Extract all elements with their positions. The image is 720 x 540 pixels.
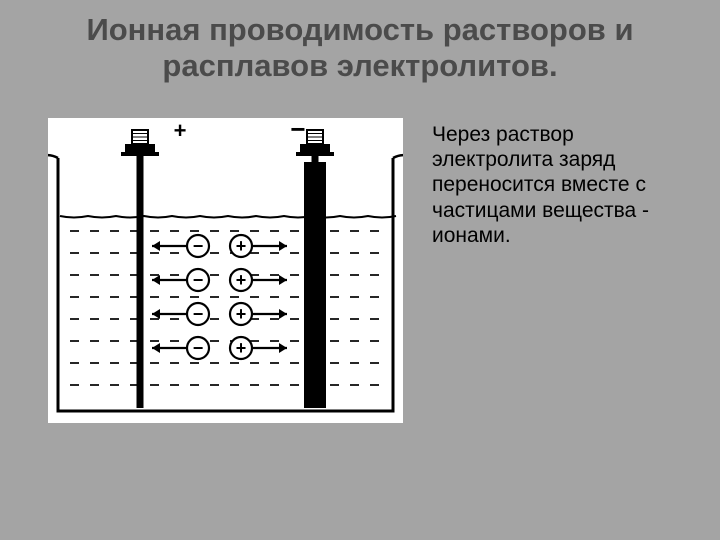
- svg-text:−: −: [290, 118, 305, 144]
- body-text: Через раствор электролита заряд переноси…: [432, 122, 682, 248]
- svg-text:+: +: [174, 118, 187, 143]
- svg-text:−: −: [193, 236, 204, 256]
- svg-text:−: −: [193, 270, 204, 290]
- slide: Ионная проводимость растворов и расплаво…: [0, 0, 720, 540]
- svg-text:−: −: [193, 338, 204, 358]
- svg-text:+: +: [236, 338, 247, 358]
- svg-text:+: +: [236, 236, 247, 256]
- svg-text:+: +: [236, 270, 247, 290]
- diagram: + − − + − + − + − +: [48, 118, 403, 423]
- electrolysis-diagram: + − − + − + − + − +: [48, 118, 403, 423]
- slide-title: Ионная проводимость растворов и расплаво…: [0, 12, 720, 83]
- svg-text:+: +: [236, 304, 247, 324]
- svg-text:−: −: [193, 304, 204, 324]
